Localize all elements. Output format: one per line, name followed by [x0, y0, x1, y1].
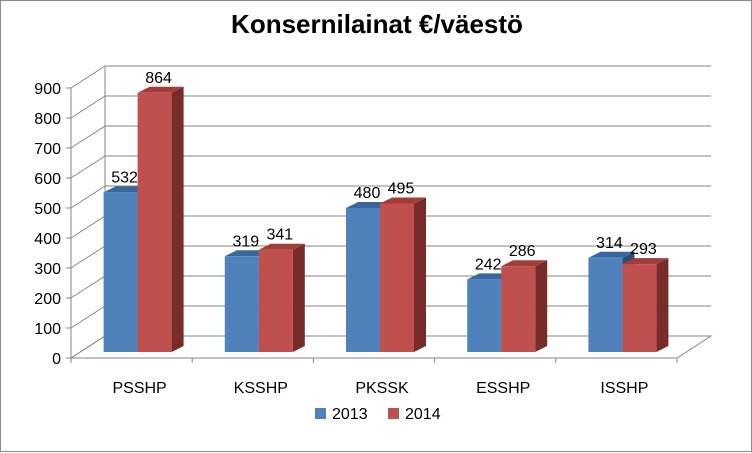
bar-side	[292, 243, 305, 352]
side-wall-gridline	[70, 155, 106, 179]
y-tick-label: 100	[34, 321, 61, 338]
data-label: 293	[630, 241, 657, 258]
bar-side	[171, 86, 184, 353]
data-label: 286	[509, 243, 536, 260]
y-tick-label: 800	[34, 111, 61, 128]
data-label: 314	[596, 235, 623, 252]
chart-title: Konsernilainat €/väestö	[231, 9, 523, 39]
y-tick-label: 400	[34, 231, 61, 248]
bar	[501, 260, 548, 352]
data-label: 242	[475, 256, 502, 273]
bar-front	[346, 208, 380, 352]
x-tick-label: ESSHP	[476, 380, 530, 397]
side-wall-gridline	[70, 95, 106, 119]
y-tick-label: 700	[34, 141, 61, 158]
bar-front	[103, 192, 138, 352]
y-tick-label: 0	[52, 351, 61, 368]
bar-side	[535, 260, 548, 352]
data-label: 480	[354, 185, 381, 202]
bar-top	[588, 251, 635, 258]
legend-label: 2014	[405, 406, 441, 423]
bar	[258, 243, 305, 352]
data-label: 319	[232, 233, 259, 250]
side-wall-gridline	[70, 245, 106, 269]
bar-front	[380, 203, 414, 352]
y-tick-label: 900	[34, 81, 61, 98]
side-wall-gridline	[70, 305, 106, 329]
side-wall-gridline	[70, 215, 106, 239]
bar-front	[224, 256, 259, 352]
y-tick-label: 500	[34, 201, 61, 218]
bar-front	[258, 249, 293, 352]
bar	[380, 197, 426, 352]
x-tick-label: ISSHP	[600, 380, 648, 397]
bar-front	[622, 264, 657, 352]
x-tick-label: PKSSK	[355, 380, 409, 397]
data-label: 495	[388, 181, 415, 198]
side-wall-gridline	[70, 275, 106, 299]
y-tick-label: 300	[34, 261, 61, 278]
legend-swatch	[388, 408, 399, 419]
bar-side	[656, 258, 669, 352]
bar-front	[501, 266, 536, 352]
x-tick-label: PSSHP	[112, 380, 166, 397]
x-tick-label: KSSHP	[234, 380, 288, 397]
data-label: 532	[111, 169, 138, 186]
bar-top	[380, 197, 426, 204]
side-wall-gridline	[70, 335, 106, 359]
bar-top	[501, 260, 548, 267]
bar-front	[467, 279, 502, 352]
bar	[137, 86, 184, 353]
bar-side	[414, 197, 426, 352]
data-label: 864	[145, 70, 172, 87]
legend-label: 2013	[332, 406, 368, 423]
bar	[622, 258, 669, 352]
side-wall-gridline	[70, 65, 106, 89]
bar-front	[588, 257, 623, 352]
side-wall-gridline	[70, 125, 106, 149]
bar-front	[137, 92, 172, 353]
side-wall-gridline	[70, 185, 106, 209]
bar-top	[258, 243, 305, 250]
bar-top	[622, 258, 669, 265]
data-label: 341	[266, 227, 293, 244]
bar-top	[137, 86, 184, 93]
y-tick-label: 200	[34, 291, 61, 308]
legend-swatch	[315, 408, 326, 419]
y-tick-label: 600	[34, 171, 61, 188]
